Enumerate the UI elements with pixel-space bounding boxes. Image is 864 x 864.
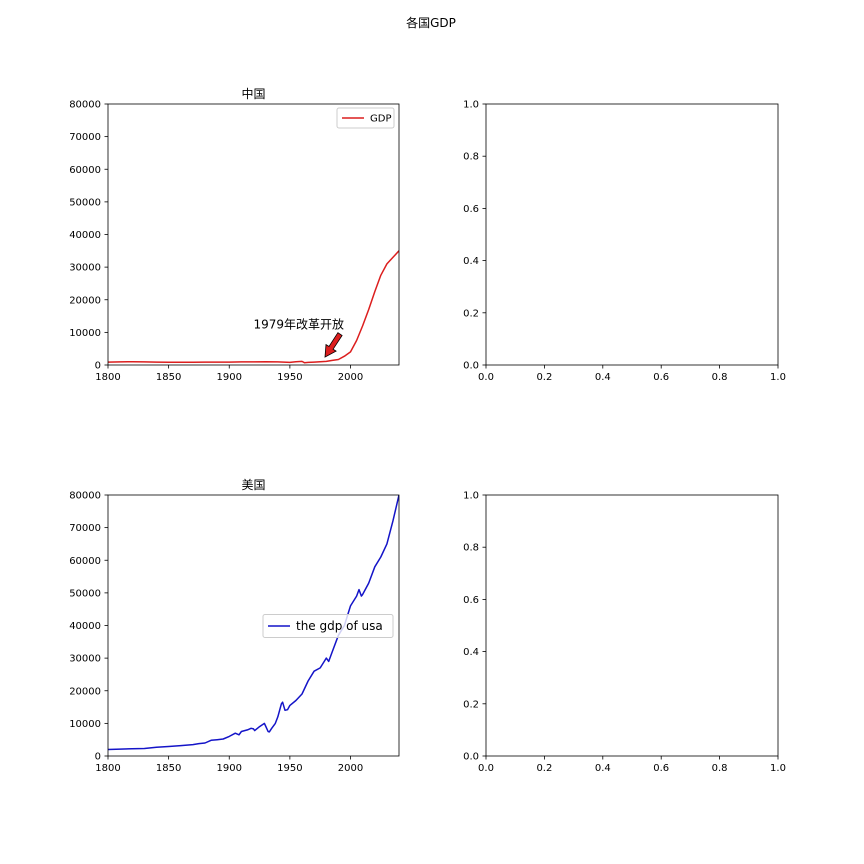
x-tick-label: 2000 xyxy=(338,763,363,774)
annotation-text: 1979年改革开放 xyxy=(254,316,345,331)
figure-suptitle: 各国GDP xyxy=(406,15,456,30)
x-tick-label: 0.4 xyxy=(595,763,611,774)
legend-label: the gdp of usa xyxy=(296,619,383,633)
y-tick-label: 10000 xyxy=(69,328,101,339)
x-tick-label: 0.2 xyxy=(536,372,552,383)
x-tick-label: 1900 xyxy=(217,372,242,383)
x-tick-label: 0.8 xyxy=(712,372,728,383)
y-tick-label: 0.6 xyxy=(463,204,479,215)
y-tick-label: 0.8 xyxy=(463,152,479,163)
y-tick-label: 0.4 xyxy=(463,647,479,658)
y-tick-label: 0.0 xyxy=(463,752,479,763)
x-tick-label: 1.0 xyxy=(770,372,786,383)
y-tick-label: 50000 xyxy=(69,197,101,208)
x-tick-label: 0.4 xyxy=(595,372,611,383)
y-tick-label: 30000 xyxy=(69,263,101,274)
legend: GDP xyxy=(336,107,395,129)
x-tick-label: 0.6 xyxy=(653,763,669,774)
axes-frame xyxy=(485,103,779,366)
x-tick-label: 1.0 xyxy=(770,763,786,774)
subplot-title: 中国 xyxy=(241,86,265,101)
y-tick-label: 80000 xyxy=(69,100,101,111)
subplot-title: 美国 xyxy=(241,478,265,492)
axes-2: 0.0 0.2 0.4 0.6 0.8 1.0 0.0 0.2 0.4 0.6 0.8 1.0 xyxy=(463,100,786,384)
x-tick-label: 0.2 xyxy=(536,763,552,774)
legend-box xyxy=(336,107,395,129)
y-tick-label: 30000 xyxy=(69,654,101,665)
y-tick-label: 0.2 xyxy=(463,308,479,319)
y-tick-label: 60000 xyxy=(69,165,101,176)
y-tick-label: 70000 xyxy=(69,132,101,143)
series-line-1 xyxy=(108,495,399,751)
x-tick-label: 0.6 xyxy=(653,372,669,383)
y-tick-label: 10000 xyxy=(69,719,101,730)
x-tick-label: 0.0 xyxy=(478,372,494,383)
x-tick-label: 1800 xyxy=(95,372,120,383)
x-tick-label: 1850 xyxy=(156,763,181,774)
y-tick-label: 1.0 xyxy=(463,491,479,502)
y-tick-label: 80000 xyxy=(69,491,101,502)
x-tick-label: 1900 xyxy=(217,763,242,774)
legend-box xyxy=(262,614,394,638)
series-line-1 xyxy=(108,250,399,364)
y-tick-label: 50000 xyxy=(69,588,101,599)
y-tick-label: 0 xyxy=(95,361,101,372)
axes-4: 0.0 0.2 0.4 0.6 0.8 1.0 0.0 0.2 0.4 0.6 0.8 1.0 xyxy=(463,491,786,775)
legend-label: GDP xyxy=(370,114,391,125)
x-tick-label: 2000 xyxy=(338,372,363,383)
x-tick-label: 1800 xyxy=(95,763,120,774)
y-tick-label: 1.0 xyxy=(463,100,479,111)
y-tick-label: 40000 xyxy=(69,621,101,632)
x-tick-label: 1950 xyxy=(277,372,302,383)
y-tick-label: 60000 xyxy=(69,556,101,567)
legend: the gdp of usa xyxy=(262,614,394,638)
y-tick-label: 20000 xyxy=(69,686,101,697)
y-tick-label: 0 xyxy=(95,752,101,763)
y-tick-label: 0.0 xyxy=(463,361,479,372)
y-tick-label: 0.8 xyxy=(463,543,479,554)
x-tick-label: 0.0 xyxy=(478,763,494,774)
axes-3: 1800 1850 1900 1950 200001000020000300004000… xyxy=(69,478,400,774)
y-tick-label: 70000 xyxy=(69,523,101,534)
y-tick-label: 0.2 xyxy=(463,699,479,710)
y-tick-label: 40000 xyxy=(69,230,101,241)
axes-1: 1800 1850 1900 1950 200001000020000300004000… xyxy=(69,86,400,383)
x-tick-label: 0.8 xyxy=(712,763,728,774)
axes-frame xyxy=(485,494,779,757)
y-tick-label: 0.6 xyxy=(463,595,479,606)
y-tick-label: 20000 xyxy=(69,295,101,306)
x-tick-label: 1950 xyxy=(277,763,302,774)
x-tick-label: 1850 xyxy=(156,372,181,383)
y-tick-label: 0.4 xyxy=(463,256,479,267)
annotation-arrow xyxy=(324,332,343,358)
annotation: 1979年改革开放 xyxy=(254,316,345,358)
